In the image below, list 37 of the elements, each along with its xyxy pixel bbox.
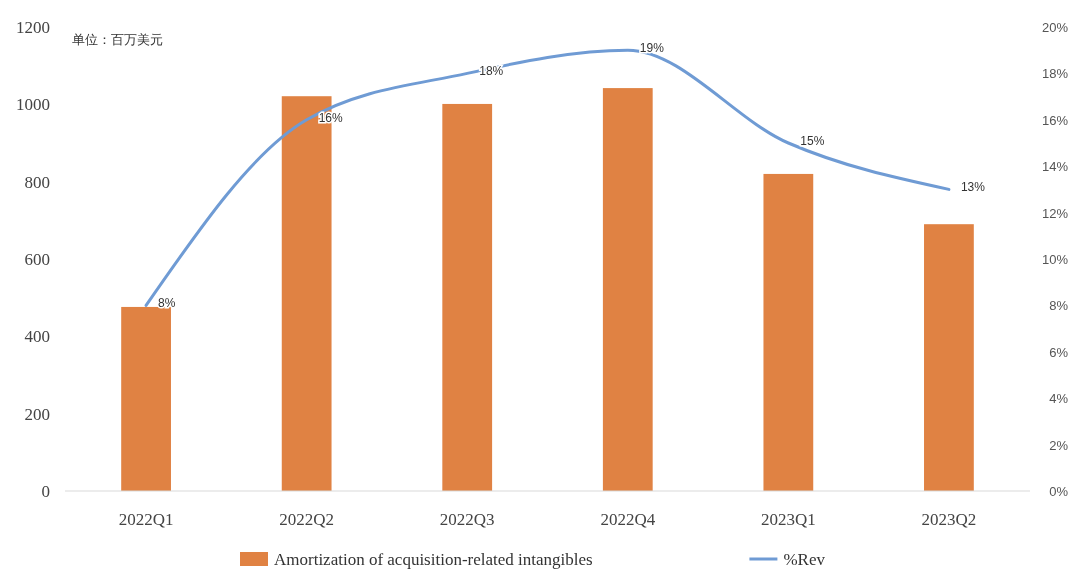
y-tick-label: 0 [41,482,50,501]
y2-tick-label: 20% [1041,20,1069,35]
y-tick-label: 1000 [16,95,50,115]
bar [121,306,171,491]
x-tick-label: 2022Q3 [439,510,495,529]
data-label: 15% [800,134,825,148]
y-tick-label: 800 [24,172,50,192]
data-label: 18% [479,64,504,79]
x-tick-label: 2023Q1 [760,510,816,529]
y2-tick-label: 0% [1049,484,1069,499]
bar [763,173,814,491]
y-tick-label: 400 [24,327,50,347]
x-tick-label: 2022Q4 [600,510,656,529]
y2-tick-label: 2% [1049,437,1069,453]
y-tick-label: 200 [24,404,50,424]
x-tick-label: 2022Q2 [279,510,335,529]
legend-label: %Rev [783,550,826,569]
bar [442,103,493,491]
y2-tick-label: 6% [1049,344,1069,360]
data-label: 13% [960,180,986,195]
y2-tick-label: 4% [1049,391,1069,407]
y2-tick-label: 8% [1049,298,1069,314]
y-tick-label: 600 [24,250,50,269]
data-label: 8% [158,296,176,311]
y2-tick-label: 12% [1041,205,1069,221]
data-label: 19% [639,41,665,56]
x-tick-label: 2023Q2 [921,510,977,529]
bar [602,88,653,491]
x-tick-label: 2022Q1 [118,510,174,529]
annotation: 单位：百万美元 [72,32,163,47]
y2-tick-label: 10% [1041,252,1069,267]
y2-tick-label: 14% [1041,159,1069,175]
y2-tick-label: 18% [1041,66,1069,82]
y2-tick-label: 16% [1041,112,1069,128]
legend-label: Amortization of acquisition-related intangibles [274,550,593,569]
bar [924,224,974,491]
y-tick-label: 1200 [16,18,50,37]
